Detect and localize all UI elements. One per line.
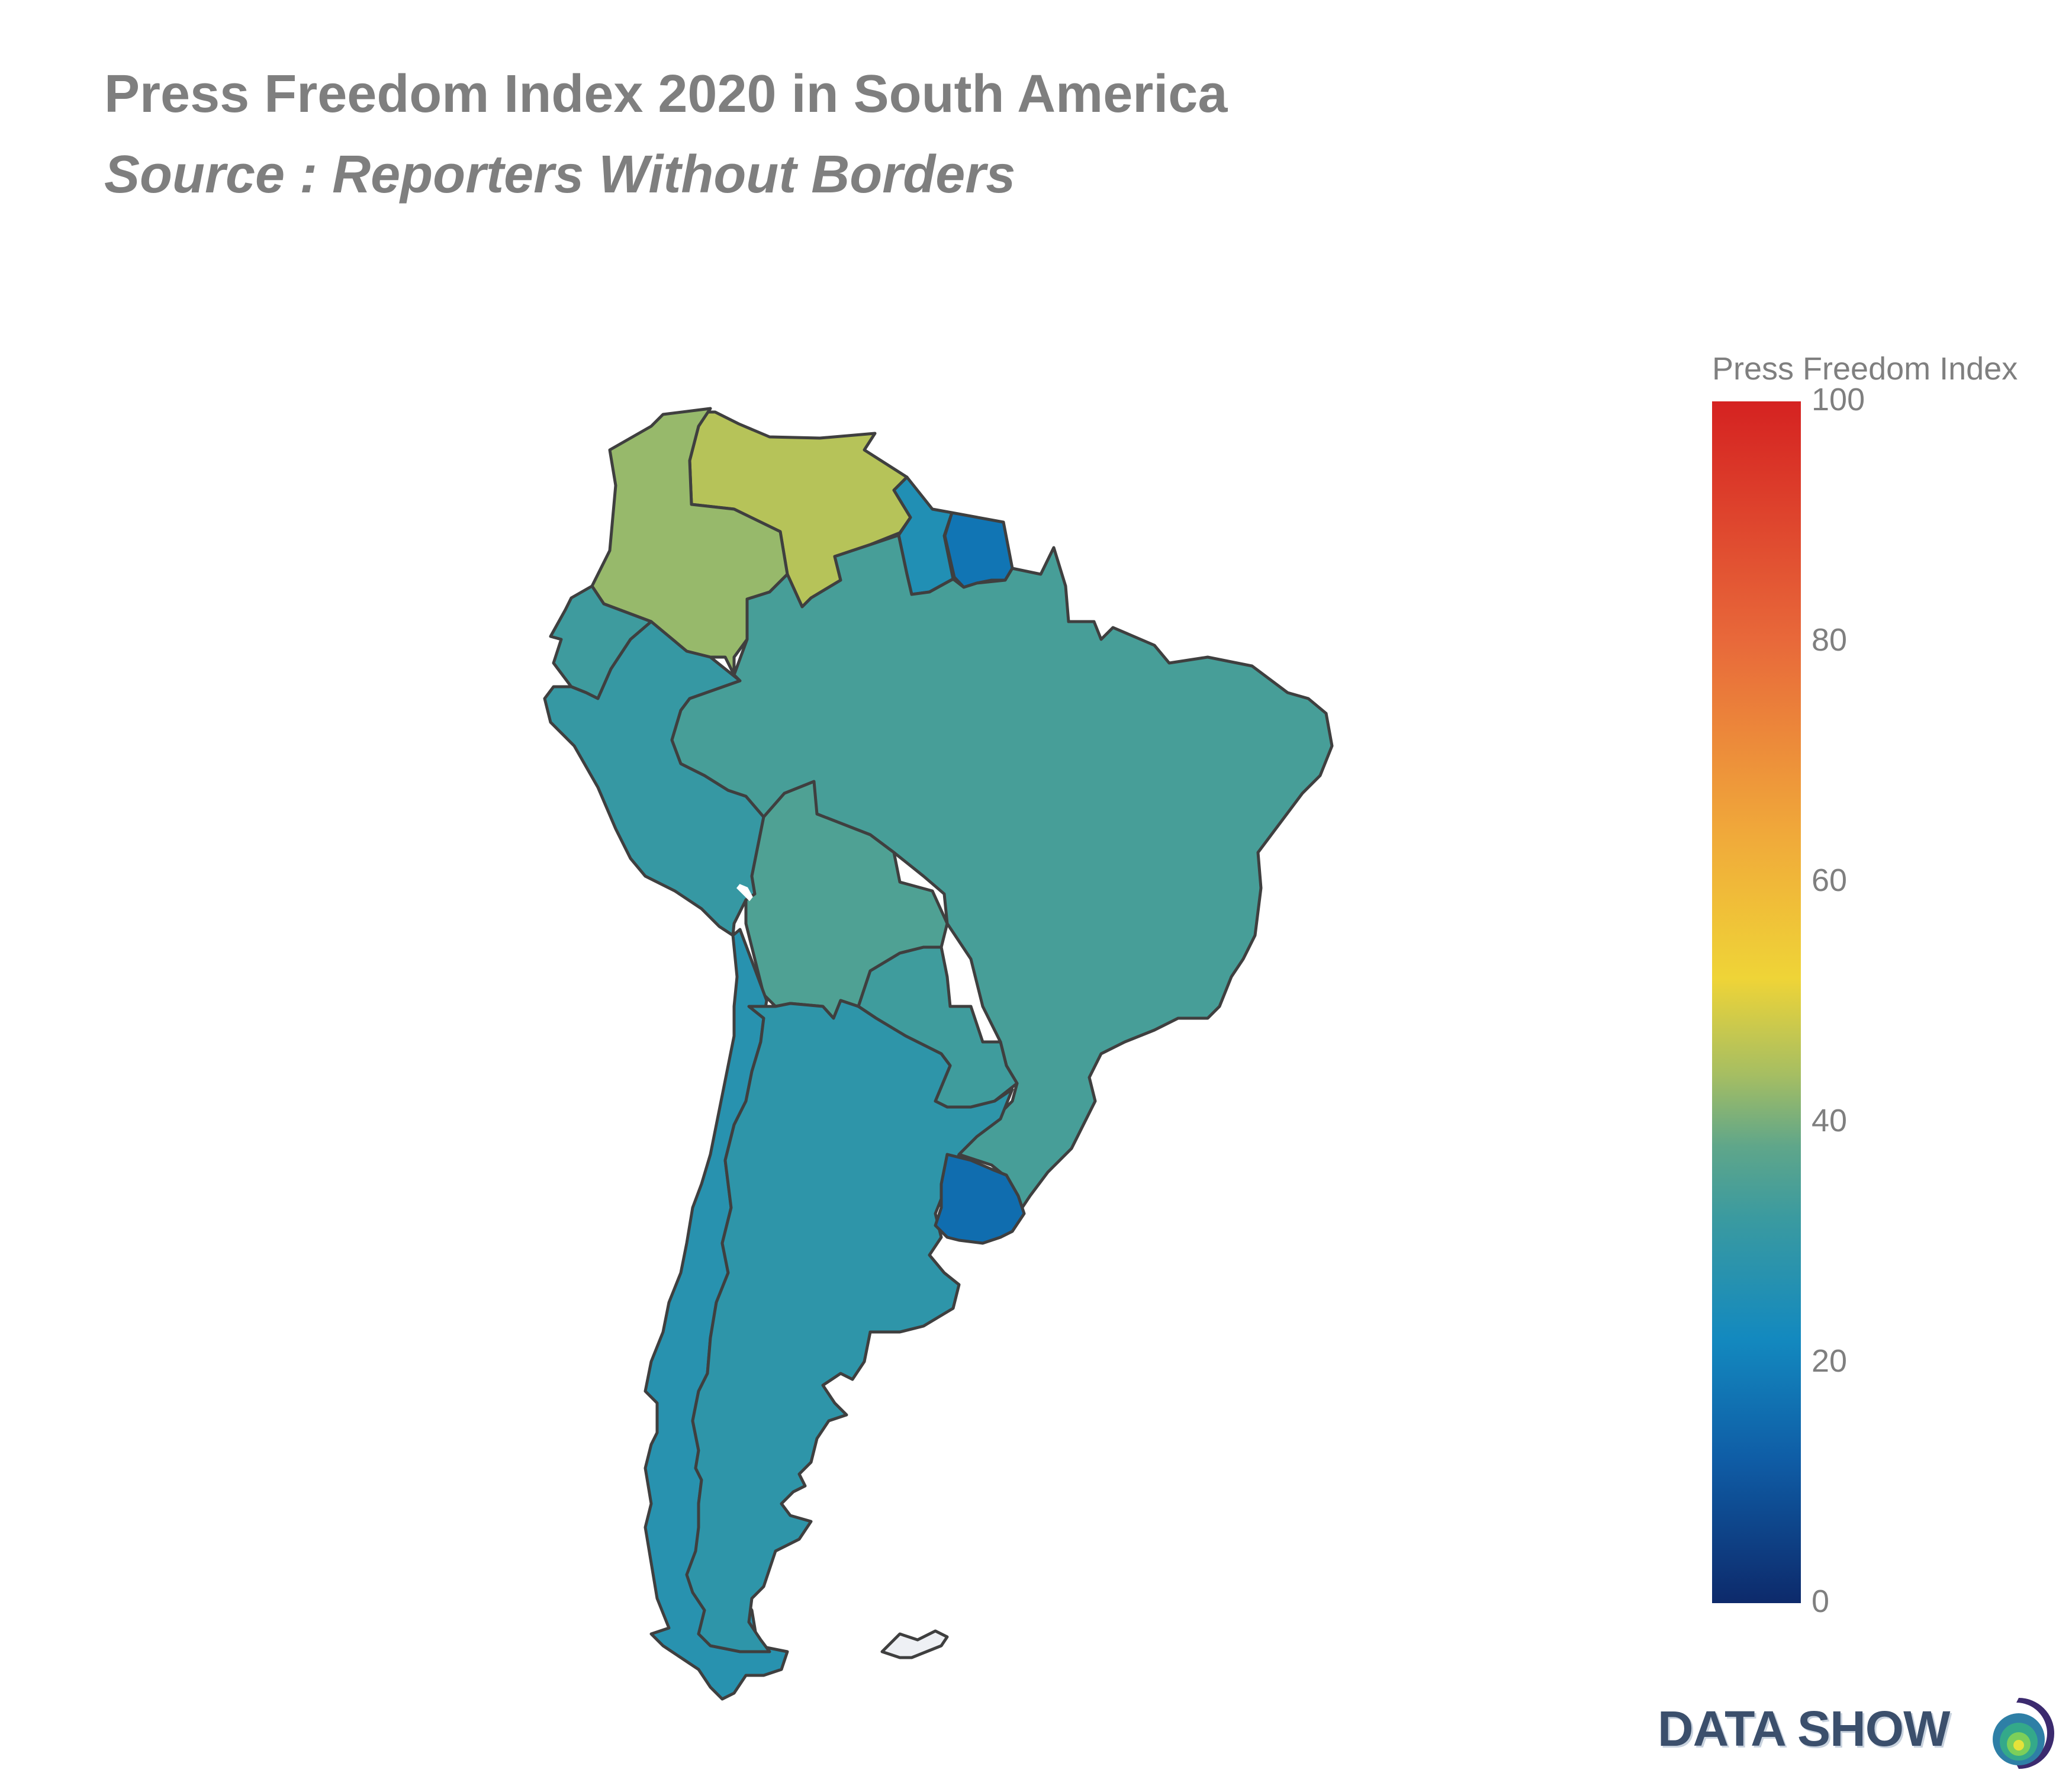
colorbar-title: Press Freedom Index <box>1712 351 2018 387</box>
data-show-logo-icon <box>1993 1698 2054 1769</box>
brand-text: DATA SHOW <box>1658 1701 1950 1756</box>
colorbar-tick-label: 0 <box>1812 1584 1830 1619</box>
region-uruguay[interactable] <box>934 1153 1026 1245</box>
colorbar-tick-label: 40 <box>1812 1103 1848 1138</box>
colorbar-tick-label: 100 <box>1812 382 1865 417</box>
brand-watermark: DATA SHOW <box>1658 1692 2060 1775</box>
chart-title: Press Freedom Index 2020 in South Americ… <box>104 65 1228 124</box>
lake-titicaca-shape <box>736 884 753 902</box>
colorbar-tick-label: 20 <box>1812 1343 1848 1379</box>
colorbar-gradient <box>1712 401 1801 1603</box>
colorbar-tick-label: 80 <box>1812 622 1848 658</box>
falkland-islands-shape <box>880 1629 949 1659</box>
region-argentina[interactable] <box>685 999 1014 1653</box>
colorbar-tick-label: 60 <box>1812 863 1848 898</box>
region-suriname[interactable] <box>943 511 1014 589</box>
colorbar <box>1712 401 1801 1603</box>
region-colombia[interactable] <box>590 407 789 677</box>
chart-subtitle: Source : Reporters Without Borders <box>104 145 1016 204</box>
